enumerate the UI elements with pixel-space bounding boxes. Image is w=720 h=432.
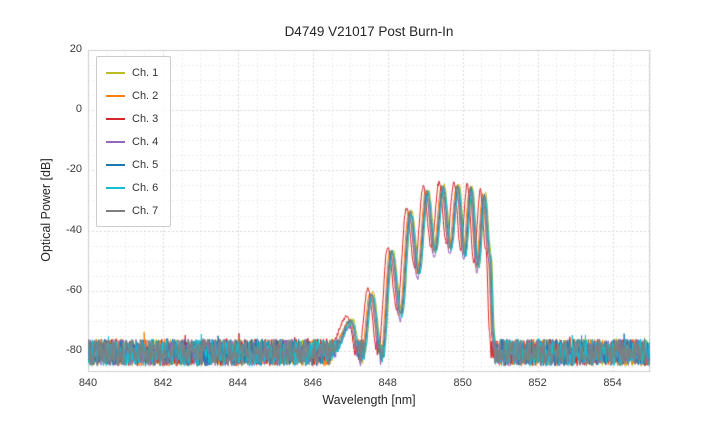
legend-swatch [106, 117, 125, 120]
legend-label: Ch. 1 [132, 66, 159, 79]
legend-label: Ch. 5 [132, 158, 159, 171]
legend-item: Ch. 7 [106, 199, 158, 222]
x-axis-label: Wavelength [nm] [322, 393, 416, 407]
legend-item: Ch. 4 [106, 130, 158, 153]
legend-swatch [106, 140, 125, 143]
y-tick-label: -60 [66, 283, 82, 296]
y-tick-label: -20 [66, 163, 82, 176]
legend-label: Ch. 2 [132, 89, 159, 102]
x-tick-label: 840 [78, 377, 98, 389]
legend-label: Ch. 6 [132, 181, 159, 194]
legend-swatch [106, 209, 125, 212]
legend-item: Ch. 5 [106, 153, 158, 176]
legend-label: Ch. 4 [132, 135, 159, 148]
x-tick-label: 842 [153, 377, 173, 389]
legend: Ch. 1 Ch. 2 Ch. 3 Ch. 4 Ch. 5 Ch. 6 Ch. 7 [96, 56, 172, 227]
legend-item: Ch. 6 [106, 176, 158, 199]
legend-item: Ch. 1 [106, 61, 158, 84]
y-tick-label: 20 [69, 43, 82, 55]
legend-label: Ch. 7 [132, 204, 159, 217]
y-tick-label: -80 [66, 343, 82, 356]
chart-title: D4749 V21017 Post Burn-In [284, 24, 454, 39]
x-tick-label: 854 [603, 377, 622, 389]
legend-swatch [106, 163, 125, 166]
legend-swatch [106, 94, 125, 97]
legend-swatch [106, 186, 125, 189]
x-tick-label: 850 [453, 377, 472, 389]
x-tick-label: 846 [303, 377, 322, 389]
legend-item: Ch. 3 [106, 107, 158, 130]
y-tick-label: 0 [75, 103, 82, 116]
legend-item: Ch. 2 [106, 84, 158, 107]
legend-label: Ch. 3 [132, 112, 159, 125]
y-tick-label: -40 [66, 223, 82, 236]
x-tick-label: 848 [378, 377, 397, 389]
x-tick-label: 844 [228, 377, 248, 389]
x-tick-label: 852 [528, 377, 547, 389]
legend-swatch [106, 71, 125, 74]
